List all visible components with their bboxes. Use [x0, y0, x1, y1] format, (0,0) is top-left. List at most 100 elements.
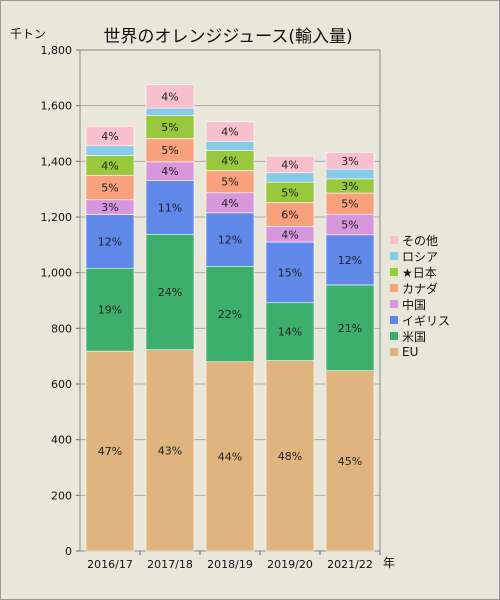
data-label: 6% [281, 208, 298, 221]
legend-label: カナダ [402, 281, 439, 296]
data-label: 5% [341, 198, 358, 211]
y-axis-label: 千トン [10, 27, 46, 41]
legend-swatch [390, 332, 398, 340]
data-label: 12% [218, 234, 242, 247]
y-tick-label: 200 [51, 489, 72, 502]
legend-swatch [390, 252, 398, 260]
y-tick-label: 400 [51, 434, 72, 447]
bar-segment [265, 172, 315, 183]
legend-label: イギリス [402, 313, 451, 328]
legend-item: 中国 [390, 296, 450, 312]
legend-swatch [390, 284, 398, 292]
y-tick-label: 800 [51, 322, 72, 335]
legend-swatch [390, 348, 398, 356]
legend: その他 ロシア ★日本 カナダ 中国 イギリス 米国 EU [390, 232, 450, 360]
legend-item: その他 [390, 232, 450, 248]
y-tick-label: 1,600 [41, 100, 73, 113]
chart-title: 世界のオレンジジュース(輸入量) [103, 27, 352, 47]
y-tick-label: 600 [51, 378, 72, 391]
legend-label: ロシア [402, 249, 439, 264]
legend-swatch [390, 236, 398, 244]
bar-segment [145, 84, 195, 109]
y-tick-label: 1,800 [41, 44, 73, 57]
x-tick-label: 2018/19 [207, 558, 253, 571]
y-tick-label: 0 [65, 545, 72, 558]
data-label: 5% [101, 181, 118, 194]
data-label: 4% [161, 90, 178, 103]
data-label: 3% [341, 155, 358, 168]
bar-segment [325, 370, 375, 552]
bar-segment [205, 121, 255, 142]
data-label: 21% [338, 322, 362, 335]
x-tick-label: 2019/20 [267, 558, 313, 571]
data-label: 14% [278, 326, 302, 339]
bar-segment [145, 107, 195, 116]
legend-swatch [390, 316, 398, 324]
legend-item: カナダ [390, 280, 450, 296]
data-label: 3% [101, 201, 118, 214]
bar-segment [205, 265, 255, 363]
data-label: 4% [101, 130, 118, 143]
data-label: 11% [158, 201, 182, 214]
legend-item: 米国 [390, 328, 450, 344]
data-label: 4% [281, 158, 298, 171]
bar-segment [145, 180, 195, 235]
legend-label: EU [402, 345, 419, 359]
data-label: 45% [338, 455, 362, 468]
legend-label: その他 [402, 233, 439, 248]
x-tick-label: 2016/17 [87, 558, 133, 571]
data-label: 12% [338, 254, 362, 267]
bar-segment [85, 214, 135, 269]
legend-label: 中国 [402, 297, 427, 312]
bar-segment [85, 267, 135, 352]
data-label: 43% [158, 444, 182, 457]
data-label: 3% [341, 180, 358, 193]
data-label: 4% [221, 126, 238, 139]
data-label: 5% [221, 176, 238, 189]
legend-label: ★日本 [402, 265, 437, 280]
x-tick-label: 2021/22 [327, 558, 373, 571]
data-label: 47% [98, 445, 122, 458]
y-tick-label: 1,000 [41, 267, 73, 280]
data-label: 4% [221, 154, 238, 167]
data-label: 5% [281, 186, 298, 199]
bar-segment [85, 125, 135, 147]
legend-item: EU [390, 344, 450, 360]
data-label: 15% [278, 266, 302, 279]
bar-segment [85, 350, 135, 552]
bar-segment [205, 361, 255, 552]
data-label: 48% [278, 450, 302, 463]
legend-item: イギリス [390, 312, 450, 328]
data-label: 12% [98, 235, 122, 248]
bar-segment [265, 241, 315, 304]
y-tick-label: 1,400 [41, 155, 73, 168]
data-label: 4% [161, 165, 178, 178]
data-label: 4% [221, 197, 238, 210]
y-tick-label: 1,200 [41, 211, 73, 224]
legend-item: ★日本 [390, 264, 450, 280]
bar-segment [325, 234, 375, 286]
plot-area: 0 200 400 600 800 1,000 1,200 1,400 1,600 1,800 47… [41, 44, 381, 571]
x-axis-label: 年 [383, 556, 395, 570]
bar-segment [145, 233, 195, 351]
legend-swatch [390, 268, 398, 276]
legend-label: 米国 [402, 329, 427, 344]
bar-segment [205, 140, 255, 151]
legend-swatch [390, 300, 398, 308]
data-label: 4% [281, 228, 298, 241]
bar-segment [325, 284, 375, 371]
data-label: 4% [101, 159, 118, 172]
bar-segment [325, 152, 375, 170]
bar-segment [265, 155, 315, 174]
data-label: 5% [341, 219, 358, 232]
legend-item: ロシア [390, 248, 450, 264]
data-label: 22% [218, 308, 242, 321]
data-label: 5% [161, 144, 178, 157]
bar-segment [265, 360, 315, 552]
data-label: 24% [158, 286, 182, 299]
data-label: 5% [161, 121, 178, 134]
bar-segment [145, 349, 195, 552]
x-tick-label: 2017/18 [147, 558, 193, 571]
bar-segment [85, 145, 135, 156]
